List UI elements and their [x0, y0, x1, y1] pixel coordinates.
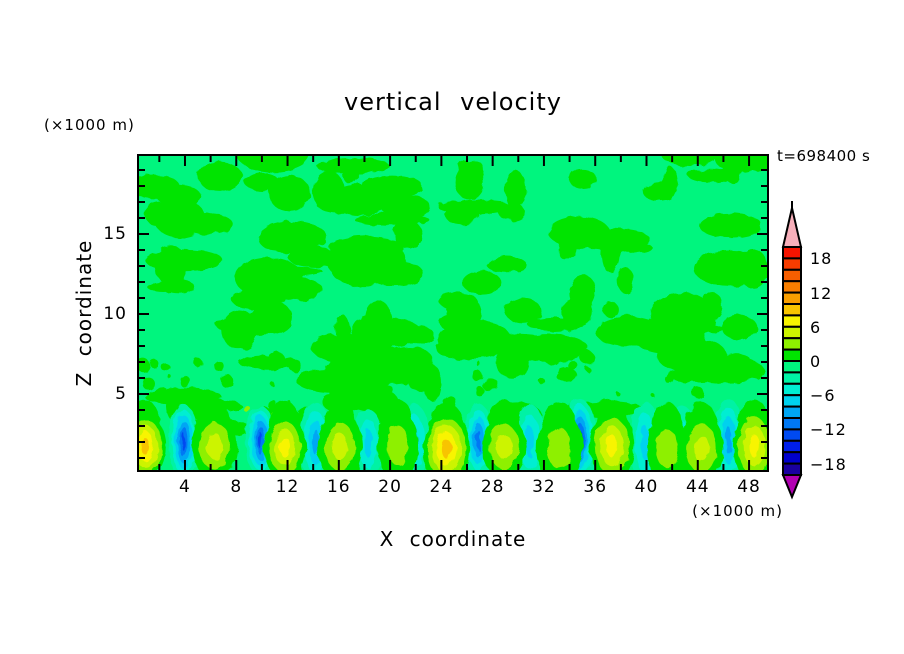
- field-region: [139, 156, 767, 470]
- colorbar-under-arrow: [781, 474, 803, 500]
- updraft-cell: [317, 400, 363, 470]
- colorbar-cell: [782, 451, 802, 465]
- x-tick-label: 36: [583, 477, 608, 497]
- plot-box: [137, 154, 769, 472]
- updraft-cell: [264, 400, 306, 470]
- y-tick-label: 15: [103, 224, 127, 244]
- colorbar-cell: [782, 439, 802, 454]
- colorbar-cell: [782, 325, 802, 340]
- colorbar-cell: [782, 428, 802, 442]
- colorbar-cell: [782, 257, 802, 271]
- x-tick-label: 48: [737, 477, 761, 497]
- updraft-cell: [589, 399, 635, 470]
- x-tick-label: 12: [275, 477, 300, 497]
- colorbar-over-arrow: [781, 207, 803, 248]
- x-tick-label: 40: [634, 477, 659, 497]
- updraft-cell: [679, 402, 724, 470]
- updraft-cell: [482, 400, 527, 470]
- colorbar-tick-label: −12: [810, 420, 847, 440]
- updraft-cell: [377, 398, 419, 470]
- y-tick-label: 10: [103, 304, 127, 324]
- colorbar-cell: [782, 360, 802, 374]
- colorbar-tick-label: −6: [810, 386, 836, 406]
- x-axis-title: X coordinate: [379, 527, 527, 551]
- colorbar-cell: [782, 382, 802, 397]
- x-tick-label: 16: [326, 477, 351, 497]
- colorbar-cell: [782, 246, 802, 260]
- x-tick-label: 32: [532, 477, 556, 497]
- colorbar-cell: [782, 394, 802, 408]
- colorbar-tick-label: −18: [810, 454, 847, 474]
- x-axis-units-label: (×1000 m): [692, 502, 783, 520]
- axis-ticks: [139, 156, 767, 470]
- colorbar: [781, 201, 803, 500]
- updraft-cell: [139, 399, 166, 470]
- x-tick-label: 24: [429, 477, 454, 497]
- updraft-cell: [536, 401, 583, 470]
- colorbar-tick-label: 0: [810, 352, 822, 371]
- colorbar-cell: [782, 291, 802, 306]
- colorbar-cell: [782, 337, 802, 351]
- colorbar-cell: [782, 405, 802, 420]
- colorbar-cell: [782, 371, 802, 385]
- x-tick-label: 20: [378, 477, 402, 497]
- colorbar-cell: [782, 268, 802, 283]
- y-axis-units-label: (×1000 m): [44, 116, 135, 134]
- colorbar-cell: [782, 303, 802, 317]
- colorbar-cell: [782, 462, 802, 477]
- x-tick-label: 28: [480, 477, 505, 497]
- updraft-cell: [191, 399, 238, 470]
- colorbar-cell: [782, 348, 802, 363]
- x-tick-label: 8: [230, 477, 243, 497]
- updraft-cell: [733, 399, 767, 470]
- colorbar-cell: [782, 417, 802, 431]
- y-tick-label: 5: [115, 384, 127, 404]
- x-tick-label: 4: [179, 477, 191, 497]
- colorbar-cell: [782, 314, 802, 328]
- x-tick-label: 44: [685, 477, 710, 497]
- downdraft-cell: [168, 404, 199, 470]
- updraft-cell: [646, 402, 688, 470]
- colorbar-cell: [782, 280, 802, 294]
- colorbar-tick-label: 12: [810, 283, 833, 303]
- colorbar-tick-label: 6: [810, 317, 822, 337]
- colorbar-tick-label: 18: [810, 249, 833, 269]
- downdraft-cell: [245, 406, 277, 470]
- updraft-cell: [422, 402, 471, 470]
- chart-title: vertical velocity: [344, 88, 562, 116]
- contour-field: [139, 156, 767, 470]
- time-stamp-label: t=698400 s: [777, 147, 871, 165]
